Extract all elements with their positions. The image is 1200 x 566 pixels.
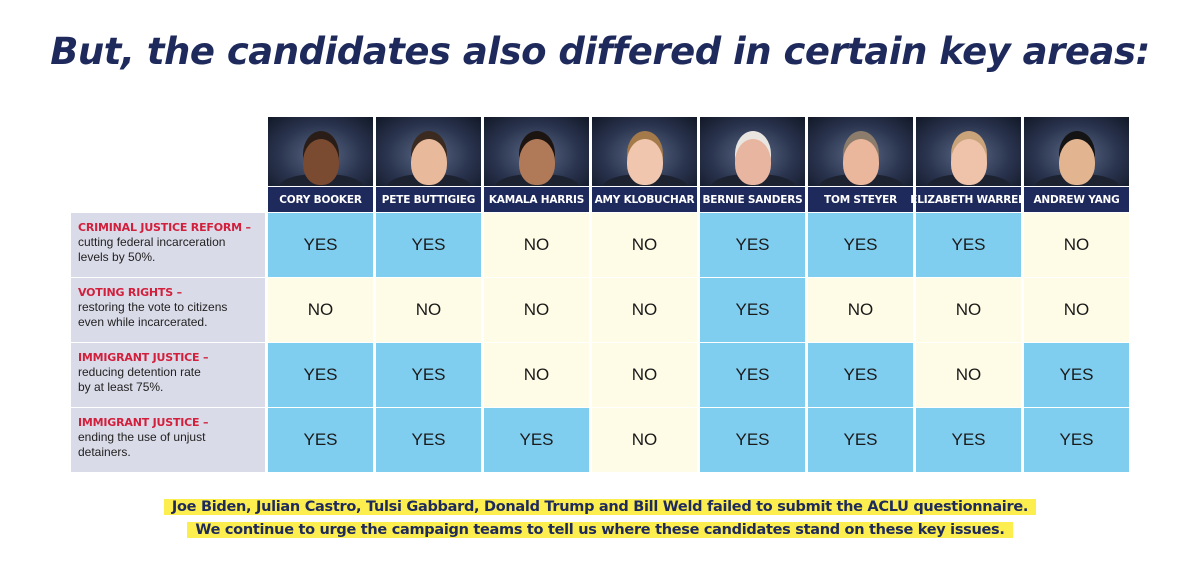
issue-description: ending the use of unjust [78,430,206,444]
candidate-name: ELIZABETH WARREN [910,187,1027,212]
answer-cell: YES [1024,408,1129,472]
issue-description: even while incarcerated. [78,315,208,329]
issue-heading: CRIMINAL JUSTICE REFORM – [78,221,251,234]
candidate-face [842,139,879,185]
candidate-photo [592,117,697,186]
candidate-name: BERNIE SANDERS [700,187,805,212]
answer-cell: NO [376,278,481,342]
answer-cell: YES [700,343,805,407]
issue-description: reducing detention rate [78,365,201,379]
answer-cell: NO [484,343,589,407]
answer-cell: NO [268,278,373,342]
answer-cell: YES [808,408,913,472]
candidate-face [950,139,987,185]
candidate-name: KAMALA HARRIS [484,187,589,212]
answer-cell: NO [916,343,1021,407]
answer-cell: YES [808,213,913,277]
answer-cell: NO [808,278,913,342]
answer-cell: NO [1024,278,1129,342]
corner-blank [71,117,265,186]
answer-cell: NO [592,278,697,342]
issue-description: cutting federal incarceration [78,235,226,249]
answer-cell: YES [484,408,589,472]
candidate-photo [808,117,913,186]
answer-cell: YES [808,343,913,407]
candidate-name: TOM STEYER [808,187,913,212]
answer-cell: YES [916,408,1021,472]
candidate-photo [484,117,589,186]
answer-cell: NO [592,343,697,407]
answer-cell: YES [376,408,481,472]
answer-cell: YES [700,213,805,277]
candidate-name: AMY KLOBUCHAR [592,187,697,212]
candidate-face [518,139,555,185]
answer-cell: YES [916,213,1021,277]
answer-cell: NO [916,278,1021,342]
answer-cell: YES [268,408,373,472]
corner-blank [71,187,265,212]
footnote-line-1: Joe Biden, Julian Castro, Tulsi Gabbard,… [163,499,1037,515]
candidate-face [1058,139,1095,185]
answer-cell: NO [484,278,589,342]
answer-cell: NO [592,408,697,472]
issue-heading: VOTING RIGHTS – [78,286,182,299]
answer-cell: YES [376,213,481,277]
candidate-face [302,139,339,185]
answer-cell: YES [376,343,481,407]
answer-cell: YES [268,343,373,407]
candidate-face [410,139,447,185]
answer-cell: NO [592,213,697,277]
answer-cell: YES [700,408,805,472]
candidate-name: CORY BOOKER [268,187,373,212]
issue-label: IMMIGRANT JUSTICE – reducing detention ra… [71,343,265,407]
candidate-photo [700,117,805,186]
answer-cell: NO [484,213,589,277]
candidate-name: PETE BUTTIGIEG [376,187,481,212]
issue-heading: IMMIGRANT JUSTICE – [78,416,209,429]
candidate-face [626,139,663,185]
answer-cell: YES [268,213,373,277]
page-title: But, the candidates also differed in cer… [50,30,1150,73]
candidate-photo [268,117,373,186]
answer-cell: YES [1024,343,1129,407]
issue-label: IMMIGRANT JUSTICE – ending the use of unj… [71,408,265,472]
candidate-photo [376,117,481,186]
issue-label: VOTING RIGHTS – restoring the vote to cit… [71,278,265,342]
issue-description: detainers. [78,445,131,459]
candidate-photo [916,117,1021,186]
issue-label: CRIMINAL JUSTICE REFORM – cutting federal… [71,213,265,277]
candidate-face [734,139,771,185]
candidate-name: ANDREW YANG [1024,187,1129,212]
footnote: Joe Biden, Julian Castro, Tulsi Gabbard,… [0,496,1200,542]
issue-description: restoring the vote to citizens [78,300,228,314]
issue-heading: IMMIGRANT JUSTICE – [78,351,209,364]
candidate-photo [1024,117,1129,186]
answer-cell: YES [700,278,805,342]
issue-description: levels by 50%. [78,250,156,264]
comparison-table: CORY BOOKER PETE BUTTIGIEG KAMALA HARRIS AM… [71,117,1129,472]
issue-description: by at least 75%. [78,380,164,394]
answer-cell: NO [1024,213,1129,277]
footnote-line-2: We continue to urge the campaign teams t… [187,522,1013,538]
